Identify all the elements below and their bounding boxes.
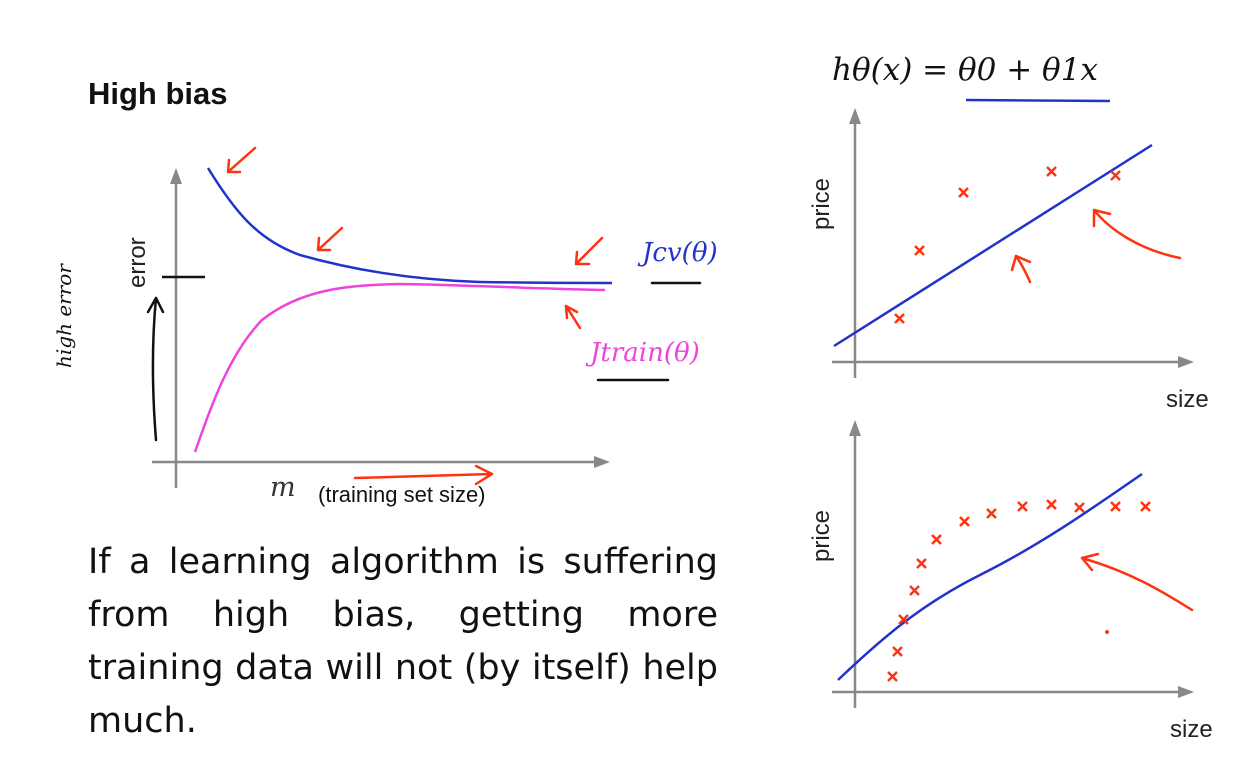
arrow-cv-mid (316, 226, 344, 252)
hypothesis-formula: hθ(x) = θ0 + θ1x (832, 52, 1098, 88)
data-point (892, 646, 903, 657)
handwritten-black-marks (146, 281, 702, 442)
arrow-fit-end (1092, 208, 1182, 260)
data-point (887, 671, 898, 682)
data-point (958, 187, 969, 198)
cv-curve-label: Jcv(θ) (642, 238, 718, 268)
arrow-underfit (1080, 552, 1194, 612)
slide-title: High bias (88, 76, 228, 111)
arrow-cv-start (226, 146, 257, 174)
train-curve-label: Jtrain(θ) (590, 338, 700, 368)
arrow-train-end (564, 304, 582, 330)
data-point (1017, 501, 1028, 512)
arrow-more-data (353, 464, 494, 486)
top-plot-axes (832, 108, 1194, 378)
stray-dot (1105, 630, 1109, 634)
handwritten-high-error: high error (52, 264, 76, 368)
data-point (894, 313, 905, 324)
data-point (1140, 501, 1151, 512)
bottom-size-label: size (1170, 716, 1213, 743)
top-data-points (894, 166, 1121, 324)
data-point (1046, 499, 1057, 510)
left-axes (152, 168, 610, 488)
data-point (1074, 502, 1085, 513)
bottom-fit-line (837, 472, 1143, 681)
train-error-curve (193, 282, 606, 453)
bottom-plot-axes (832, 420, 1194, 708)
top-price-label: price (808, 177, 835, 230)
hypothesis-underline (965, 98, 1111, 103)
high-error-arrow (146, 296, 165, 442)
training-set-size-label: (training set size) (318, 482, 486, 507)
data-point (931, 534, 942, 545)
data-point (914, 245, 925, 256)
conclusion-paragraph: If a learning algorithm is suffering fro… (88, 542, 718, 741)
bottom-price-label: price (808, 509, 835, 562)
data-point (1110, 501, 1121, 512)
arrow-cv-end (574, 236, 604, 266)
cv-error-curve (206, 167, 613, 285)
arrow-fit-mid (1010, 254, 1032, 284)
data-point (909, 585, 920, 596)
bottom-data-points (887, 499, 1151, 682)
top-size-label: size (1166, 386, 1209, 413)
annotation-arrows-left (226, 146, 604, 486)
data-point (959, 516, 970, 527)
error-axis-label: error (124, 237, 151, 288)
data-point (898, 614, 909, 625)
m-axis-symbol: m (270, 472, 296, 503)
top-fit-line (833, 143, 1153, 348)
data-point (1046, 166, 1057, 177)
data-point (1110, 170, 1121, 181)
data-point (986, 508, 997, 519)
data-point (916, 558, 927, 569)
annotation-arrows-top (1010, 208, 1182, 284)
annotation-arrows-bottom (1080, 552, 1194, 612)
